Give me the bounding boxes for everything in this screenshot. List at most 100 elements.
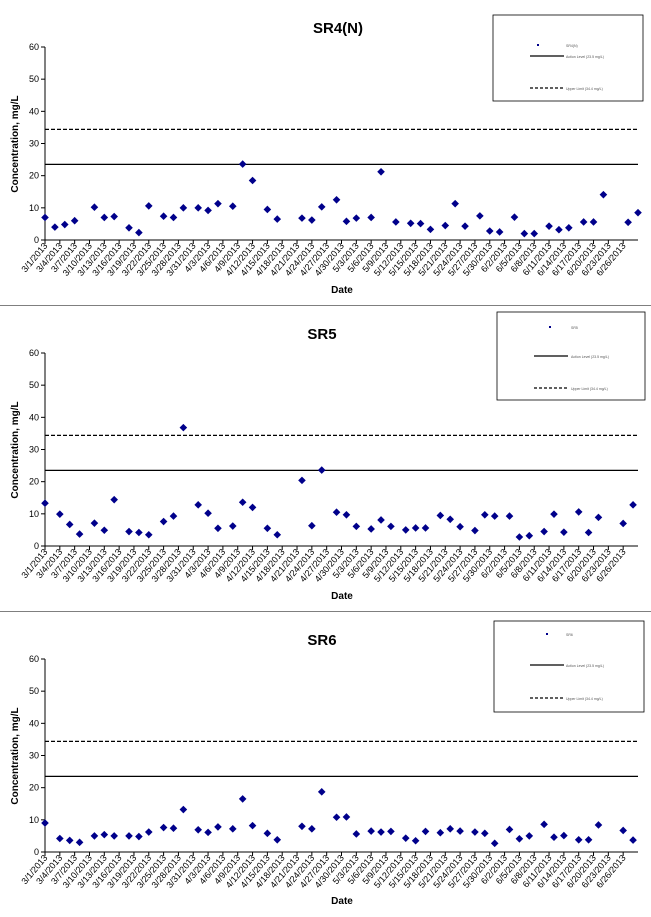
data-point-marker — [144, 530, 153, 539]
data-point-marker — [194, 501, 202, 509]
data-point-marker — [574, 835, 583, 844]
data-point-marker — [352, 214, 361, 222]
y-tick-label: 50 — [29, 74, 39, 84]
data-point-marker — [471, 526, 479, 535]
data-point-marker — [352, 522, 361, 531]
data-point-marker — [135, 832, 143, 841]
data-point-marker — [560, 528, 568, 536]
data-point-marker — [263, 829, 272, 838]
legend-marker-symbol — [537, 44, 539, 46]
data-point-marker — [495, 228, 504, 236]
x-axis-label: Date — [331, 285, 353, 296]
data-point-marker — [584, 528, 593, 537]
data-point-marker — [159, 823, 168, 832]
data-point-marker — [263, 205, 272, 214]
data-point-marker — [594, 513, 603, 522]
data-point-marker — [179, 805, 188, 814]
data-point-marker — [125, 527, 133, 536]
data-point-marker — [169, 512, 178, 520]
y-tick-label: 40 — [29, 412, 39, 422]
data-point-marker — [41, 499, 49, 508]
data-point-marker — [56, 510, 64, 518]
data-point-marker — [214, 524, 222, 533]
data-point-marker — [135, 228, 143, 237]
data-point-marker — [471, 828, 479, 836]
data-point-marker — [530, 229, 539, 238]
legend-entry-action-level: Action Level (23.5 mg/L) — [566, 664, 604, 668]
data-point-marker — [298, 822, 306, 831]
data-point-marker — [505, 512, 514, 520]
data-point-marker — [332, 195, 341, 204]
data-point-marker — [41, 213, 49, 222]
y-tick-label: 10 — [29, 509, 39, 519]
data-point-marker — [56, 834, 64, 843]
data-point-marker — [110, 495, 118, 504]
data-point-marker — [476, 212, 484, 220]
data-point-marker — [65, 836, 74, 845]
y-axis-label: Concentration, mg/L — [10, 401, 21, 498]
data-point-marker — [204, 206, 212, 215]
data-point-marker — [426, 225, 435, 234]
data-point-marker — [565, 223, 573, 232]
data-point-marker — [332, 508, 341, 517]
chart-panel-sr4n: SR4(N) Date Concentration, mg/L 0 10 20 30 4… — [0, 0, 651, 306]
data-point-marker — [387, 827, 395, 836]
data-point-marker — [490, 512, 499, 520]
data-point-marker — [263, 524, 272, 533]
x-axis-label: Date — [331, 896, 353, 907]
x-axis-label: Date — [331, 591, 353, 602]
data-point-marker — [342, 217, 351, 226]
y-tick-label: 20 — [29, 783, 39, 793]
data-point-marker — [481, 510, 489, 519]
data-point-marker — [619, 826, 627, 835]
y-tick-label: 60 — [29, 42, 39, 52]
data-point-marker — [179, 423, 188, 432]
data-point-marker — [510, 213, 519, 221]
data-point-marker — [560, 831, 568, 840]
data-point-marker — [411, 836, 420, 845]
data-point-marker — [515, 533, 524, 541]
data-point-marker — [367, 827, 375, 835]
y-tick-label: 50 — [29, 686, 39, 696]
legend-box — [492, 14, 644, 102]
y-tick-label: 50 — [29, 380, 39, 390]
chart-sr4n: SR4(N) Date Concentration, mg/L 0 10 20 30 4… — [10, 14, 644, 296]
data-point-marker — [436, 828, 445, 837]
data-point-marker — [401, 526, 410, 534]
legend-entry-series: SR5 — [571, 326, 578, 330]
data-point-marker — [90, 203, 99, 211]
data-point-marker — [436, 511, 445, 520]
legend-marker-symbol — [546, 633, 548, 635]
data-point-marker — [406, 219, 415, 228]
data-point-marker — [579, 218, 588, 226]
data-point-marker — [100, 830, 109, 839]
data-point-marker — [214, 823, 222, 831]
data-point-marker — [584, 835, 593, 844]
data-point-marker — [490, 839, 499, 848]
y-tick-label: 10 — [29, 203, 39, 213]
data-point-marker — [619, 519, 627, 528]
data-point-marker — [441, 221, 450, 230]
data-point-marker — [377, 828, 385, 836]
data-point-marker — [550, 833, 558, 842]
chart-panel-sr6: SR6 Date Concentration, mg/L 0 10 20 30 40 50… — [0, 612, 651, 917]
data-point-marker — [100, 526, 109, 535]
legend-entry-upper-limit: Upper Limit (34.4 mg/L) — [571, 387, 608, 391]
data-point-marker — [387, 522, 395, 531]
data-point-marker — [90, 519, 99, 527]
data-point-marker — [545, 222, 553, 230]
data-point-marker — [298, 476, 306, 485]
data-point-marker — [342, 813, 351, 821]
data-point-marker — [110, 832, 118, 840]
y-tick-label: 40 — [29, 106, 39, 116]
data-point-marker — [110, 212, 118, 221]
y-axis-label: Concentration, mg/L — [10, 707, 21, 804]
data-point-marker — [125, 223, 133, 232]
data-point-marker — [194, 826, 202, 834]
data-point-marker — [456, 522, 464, 531]
data-point-marker — [629, 501, 637, 509]
data-point-marker — [624, 218, 632, 227]
data-point-marker — [411, 524, 420, 532]
data-point-marker — [446, 515, 455, 524]
data-point-marker — [589, 218, 598, 226]
